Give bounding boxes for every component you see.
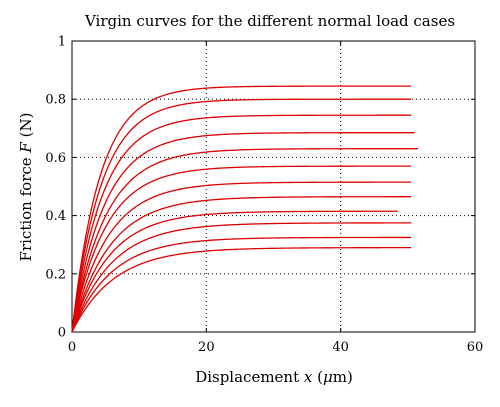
- series-line-9: [71, 210, 398, 333]
- x-axis-title-part: Displacement: [195, 368, 304, 386]
- x-axis-title-part: m): [333, 368, 353, 386]
- chart-title: Virgin curves for the different normal l…: [84, 12, 455, 30]
- series-line-8: [71, 196, 412, 333]
- y-tick-label: 0.2: [45, 267, 66, 282]
- series-line-7: [71, 181, 412, 333]
- tick-labels: 0 20 40 60 0 0.2 0.4 0.6 0.8 1: [45, 35, 483, 356]
- x-axis-title: Displacement x (μm): [195, 368, 353, 386]
- y-tick-label: 0: [58, 326, 66, 341]
- grid: [72, 41, 475, 332]
- x-tick-label: 40: [332, 340, 349, 355]
- ticks: [71, 40, 476, 333]
- series-line-3: [71, 114, 412, 333]
- x-tick-label: 20: [198, 340, 215, 355]
- x-axis-title-variable: x: [304, 368, 313, 386]
- series-line-5: [71, 148, 418, 333]
- series-line-10: [71, 222, 412, 333]
- y-axis-title-part: (N): [17, 113, 35, 143]
- y-tick-label: 0.6: [45, 151, 66, 166]
- y-tick-label: 0.8: [45, 93, 66, 108]
- plot-area: [71, 40, 476, 333]
- series-line-1: [71, 85, 412, 333]
- x-tick-label: 0: [68, 340, 76, 355]
- x-axis-title-part: (: [312, 368, 323, 386]
- series-line-11: [71, 236, 412, 333]
- y-tick-label: 1: [58, 35, 66, 50]
- series-line-6: [71, 165, 412, 333]
- x-tick-label: 60: [467, 340, 484, 355]
- series-line-4: [71, 132, 415, 333]
- y-axis-title-part: Friction force: [17, 153, 35, 262]
- series-group: [71, 85, 418, 333]
- x-axis-title-unit-prefix: μ: [323, 368, 333, 386]
- y-axis-title-variable: F: [17, 142, 35, 154]
- y-tick-label: 0.4: [45, 209, 66, 224]
- y-axis-title: Friction force F (N): [17, 113, 35, 262]
- series-line-12: [71, 246, 412, 333]
- series-line-2: [71, 98, 412, 333]
